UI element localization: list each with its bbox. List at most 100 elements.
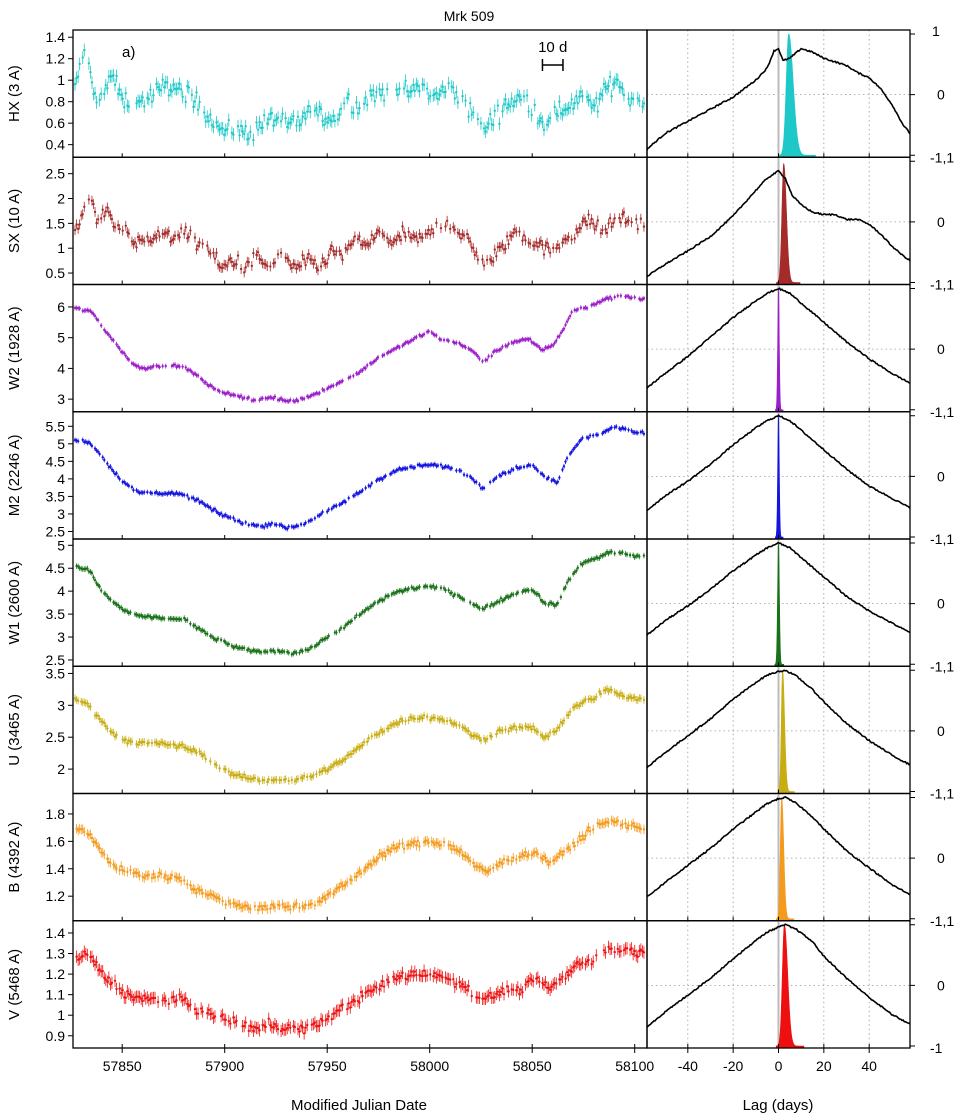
data-point	[467, 237, 470, 240]
data-point	[585, 95, 589, 99]
data-point	[99, 589, 103, 592]
data-point	[547, 735, 550, 738]
data-point	[376, 356, 380, 359]
data-point	[404, 79, 407, 83]
data-point	[279, 120, 283, 123]
data-point	[630, 429, 633, 432]
data-point	[76, 75, 80, 78]
data-point	[156, 875, 160, 878]
data-point	[535, 467, 538, 470]
data-point	[90, 444, 94, 448]
data-point	[464, 985, 467, 989]
data-point	[301, 904, 304, 908]
data-point	[462, 598, 466, 601]
data-point	[539, 239, 543, 243]
data-point	[373, 601, 377, 604]
data-point	[339, 502, 343, 506]
data-point	[410, 236, 413, 240]
data-point	[379, 984, 383, 987]
data-point	[290, 266, 294, 270]
data-point	[335, 504, 338, 508]
data-point	[587, 826, 590, 829]
data-point	[588, 99, 592, 102]
data-point	[415, 973, 418, 977]
data-point	[352, 240, 355, 243]
data-point	[490, 735, 493, 738]
data-point	[78, 307, 81, 310]
data-point	[413, 89, 417, 93]
data-point	[192, 105, 195, 109]
data-point	[101, 969, 104, 973]
data-point	[76, 699, 80, 702]
data-point	[545, 477, 549, 481]
data-point	[584, 220, 587, 223]
data-point	[250, 264, 254, 268]
data-point	[115, 343, 118, 346]
data-point	[387, 727, 390, 730]
data-point	[218, 897, 221, 901]
data-point	[316, 643, 320, 646]
data-point	[173, 493, 177, 496]
data-point	[458, 595, 461, 598]
data-point	[169, 743, 172, 746]
data-point	[445, 219, 449, 223]
data-point	[256, 128, 260, 131]
data-point	[173, 743, 177, 747]
data-point	[447, 588, 450, 592]
data-point	[436, 464, 440, 467]
data-point	[292, 652, 295, 655]
data-point	[319, 900, 323, 904]
data-point	[350, 752, 353, 756]
data-point	[519, 98, 523, 102]
data-point	[224, 903, 227, 906]
data-point	[338, 629, 341, 632]
data-point	[249, 907, 252, 911]
data-point	[279, 396, 283, 400]
data-point	[272, 124, 275, 127]
data-point	[581, 436, 584, 440]
data-point	[118, 869, 121, 872]
data-point	[127, 484, 131, 488]
data-point	[242, 646, 246, 650]
lightcurve-frame	[72, 538, 648, 667]
data-point	[565, 457, 569, 460]
data-point	[458, 981, 461, 984]
data-point	[558, 335, 561, 338]
data-point	[459, 848, 463, 851]
data-point	[553, 105, 556, 109]
y-tick-label: 3.5	[46, 606, 66, 622]
data-point	[150, 100, 154, 103]
data-point	[244, 125, 247, 128]
data-point	[109, 598, 112, 601]
data-point	[216, 125, 220, 128]
data-point	[482, 607, 486, 611]
data-point	[261, 397, 264, 400]
data-point	[447, 81, 450, 85]
data-point	[106, 595, 109, 598]
data-point	[433, 843, 437, 846]
data-point	[402, 343, 406, 346]
data-point	[370, 735, 373, 738]
lag-distribution	[775, 288, 784, 413]
data-point	[561, 468, 564, 471]
data-point	[158, 365, 161, 369]
data-point	[212, 1016, 215, 1020]
data-point	[492, 866, 495, 870]
data-point	[576, 231, 580, 234]
data-point	[522, 465, 526, 469]
data-point	[121, 988, 124, 992]
data-point	[266, 650, 269, 654]
data-point	[272, 397, 275, 400]
data-point	[327, 116, 330, 119]
data-point	[106, 332, 109, 335]
data-point	[275, 523, 278, 527]
data-point	[350, 879, 353, 882]
data-point	[302, 111, 306, 115]
data-point	[382, 851, 386, 855]
data-point	[361, 489, 364, 492]
data-point	[479, 739, 483, 742]
data-point	[143, 105, 146, 108]
data-point	[221, 127, 224, 130]
data-point	[313, 259, 317, 262]
